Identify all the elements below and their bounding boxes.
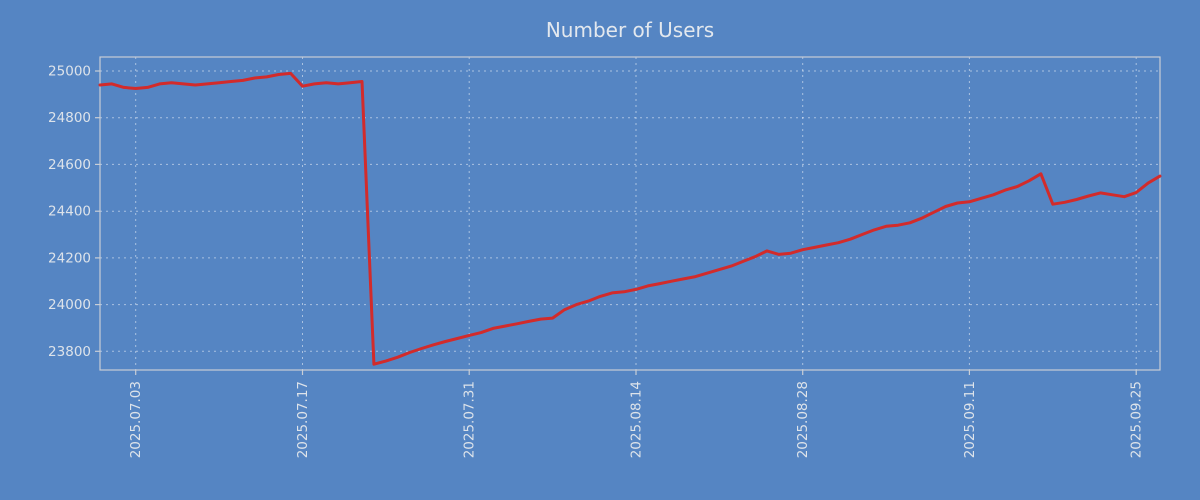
x-tick-label: 2025.07.17 [295,381,311,458]
chart-plot: 23800 24000 24200 24400 24600 24800 25000 2025.… [48,56,1162,458]
series-line-number-of-users [98,71,1162,366]
x-tick-label: 2025.07.31 [462,381,478,458]
x-tick-label: 2025.09.25 [1129,381,1145,458]
x-tick-label: 2025.08.28 [795,381,811,458]
plot-border [99,56,1161,371]
y-tick-label: 25000 [48,64,91,80]
y-tick-label: 24000 [48,297,91,313]
chart-title: Number of Users [546,18,714,42]
y-tick-label: 24800 [48,110,91,126]
y-tick-label: 24600 [48,157,91,173]
y-tick-label: 24200 [48,250,91,266]
x-tick-label: 2025.09.11 [962,381,978,458]
x-tick-label: 2025.08.14 [629,381,645,458]
y-tick-label: 23800 [48,344,91,360]
x-tick-label: 2025.07.03 [128,381,144,458]
y-tick-label: 24400 [48,204,91,220]
